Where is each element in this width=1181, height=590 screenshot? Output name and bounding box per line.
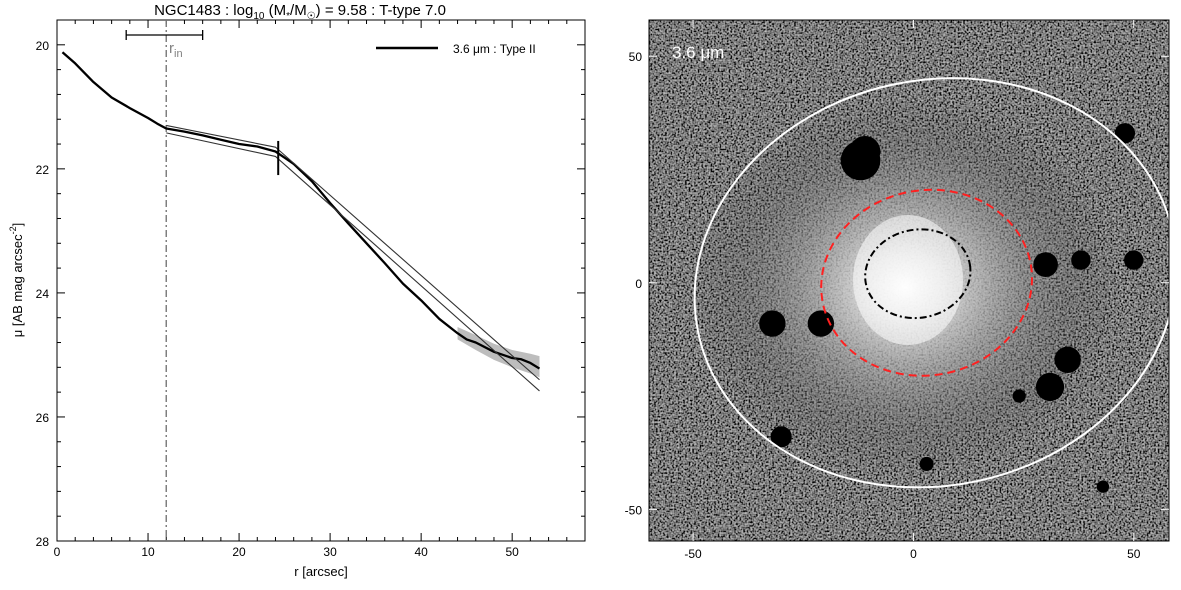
image-y-tick-label: 50 <box>629 50 643 64</box>
galaxy-core <box>853 215 963 345</box>
image-y-tick-label: -50 <box>625 503 643 517</box>
image-frame <box>648 19 1170 542</box>
plot-frame <box>56 19 586 542</box>
masked-source <box>1054 346 1081 374</box>
x-tick-label: 40 <box>414 545 428 559</box>
masked-source <box>1012 389 1026 403</box>
image-band-label: 3.6 μm <box>672 43 724 62</box>
model-fit-line <box>166 132 540 392</box>
x-tick-label: 10 <box>141 545 155 559</box>
masked-source <box>770 426 792 448</box>
y-tick-label: 20 <box>36 39 50 53</box>
masked-source <box>849 135 881 167</box>
masked-source <box>1033 252 1058 277</box>
image-x-tick-label: 0 <box>910 547 917 561</box>
y-tick-label: 26 <box>36 411 50 425</box>
image-axis-ticks: -50 0 50 -50 0 50 <box>625 20 1169 561</box>
image-x-tick-label: 50 <box>1127 547 1141 561</box>
profile-chart: 0 10 20 30 40 50 20 22 24 26 28 r [arcsec] μ [AB m… <box>8 19 586 579</box>
r-in-label: rin <box>169 40 183 60</box>
masked-source <box>807 310 835 337</box>
x-tick-label: 0 <box>54 545 61 559</box>
masked-source <box>1071 250 1091 270</box>
y-tick-label: 24 <box>36 287 50 301</box>
masked-source <box>1035 372 1065 402</box>
x-axis-label: r [arcsec] <box>294 564 347 579</box>
masked-source <box>919 456 934 472</box>
masked-source <box>759 310 786 337</box>
chart-title: NGC1483 : log10 (M*/M☉) = 9.58 : T-type … <box>154 2 446 22</box>
legend-label: 3.6 μm : Type II <box>453 42 536 56</box>
x-tick-label: 50 <box>505 545 519 559</box>
masked-source <box>1096 480 1110 493</box>
x-tick-label: 20 <box>232 545 246 559</box>
inner-radius-ellipse <box>864 228 972 320</box>
axis-ticks: 0 10 20 30 40 50 20 22 24 26 28 <box>36 20 586 559</box>
y-tick-label: 22 <box>36 163 50 177</box>
break-radius-ellipse <box>820 188 1034 377</box>
image-y-tick-label: 0 <box>635 277 642 291</box>
aperture-ellipses-group <box>693 77 1169 489</box>
masked-source <box>1124 250 1144 270</box>
masked-sources-group <box>759 123 1144 493</box>
r-in-symbol: rin <box>169 40 183 60</box>
y-axis-label: μ [AB mag arcsec-2] <box>8 223 25 338</box>
y-tick-label: 28 <box>36 535 50 549</box>
profile-line <box>61 51 541 370</box>
legend: 3.6 μm : Type II <box>376 42 536 56</box>
image-x-tick-label: -50 <box>684 547 702 561</box>
model-fit-line <box>166 124 540 381</box>
image-area <box>649 20 1169 541</box>
masked-source <box>1114 123 1136 144</box>
outer-aperture-ellipse <box>693 77 1169 489</box>
profile-series-group <box>61 20 541 541</box>
uncertainty-band <box>457 327 540 378</box>
x-tick-label: 30 <box>323 545 337 559</box>
